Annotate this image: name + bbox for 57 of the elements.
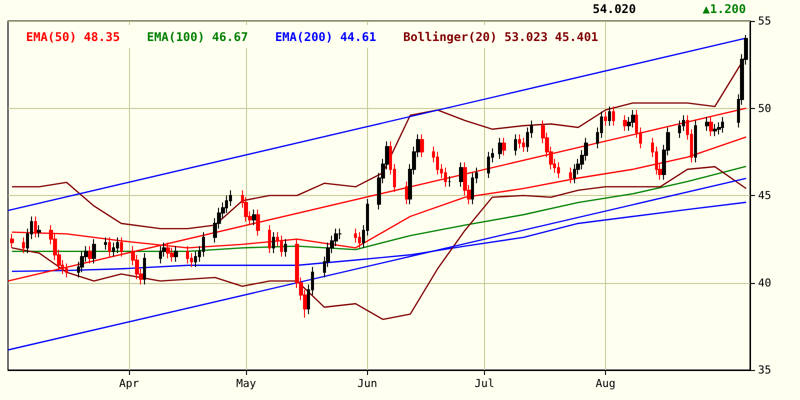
x-tick-label: Aug bbox=[596, 377, 616, 390]
candlestick bbox=[709, 116, 713, 137]
candlestick bbox=[608, 106, 611, 126]
candlestick bbox=[557, 162, 560, 179]
candlestick bbox=[612, 106, 615, 126]
candlestick bbox=[459, 162, 463, 188]
candlestick bbox=[252, 208, 256, 226]
candlestick bbox=[22, 236, 25, 254]
candlestick bbox=[721, 116, 724, 134]
candlestick bbox=[272, 232, 275, 254]
candlestick bbox=[487, 151, 490, 179]
candlestick bbox=[116, 236, 119, 254]
candlestick bbox=[514, 134, 517, 156]
text: Bollinger(20) 53.023 45.401 bbox=[403, 30, 598, 44]
candlestick bbox=[34, 216, 37, 238]
x-tick-label: Apr bbox=[119, 377, 140, 390]
candlestick bbox=[405, 181, 408, 205]
candlestick bbox=[604, 111, 607, 126]
candlestick bbox=[444, 167, 447, 188]
candlestick bbox=[143, 252, 146, 285]
candlestick bbox=[448, 176, 451, 188]
candlestick bbox=[502, 137, 506, 156]
candlestick bbox=[569, 167, 572, 184]
candlestick bbox=[623, 114, 627, 132]
candlestick bbox=[518, 134, 521, 149]
candlestick bbox=[498, 137, 502, 160]
text: EMA(100) 46.67 bbox=[146, 30, 248, 44]
text: EMA(200) 44.61 bbox=[275, 30, 376, 44]
candlestick bbox=[705, 116, 709, 132]
y-tick-label: 35 bbox=[758, 364, 772, 376]
candlestick bbox=[420, 134, 424, 158]
candlestick bbox=[65, 263, 68, 278]
y-tick-label: 50 bbox=[758, 102, 772, 115]
x-tick-label: May bbox=[236, 377, 257, 390]
line-series bbox=[11, 166, 747, 320]
y-tick-label: 40 bbox=[758, 276, 772, 290]
candlestick bbox=[284, 238, 287, 258]
line-series bbox=[11, 166, 747, 252]
candlestick bbox=[631, 109, 635, 128]
text: EMA(50) 48.35 bbox=[26, 30, 120, 44]
x-tick-label: Jul bbox=[474, 377, 494, 390]
candlestick bbox=[10, 233, 14, 248]
y-tick-label: 55 bbox=[758, 14, 772, 28]
candlestick bbox=[174, 246, 178, 262]
candlestick bbox=[522, 137, 525, 152]
candlestick bbox=[104, 236, 107, 250]
candlestick bbox=[92, 238, 96, 264]
candlestick bbox=[694, 120, 697, 163]
candlestick bbox=[256, 208, 260, 236]
candlestick bbox=[37, 224, 41, 238]
candlestick bbox=[159, 246, 162, 264]
candlestick bbox=[713, 123, 717, 137]
y-tick-label: 45 bbox=[758, 189, 772, 202]
text: ▲1.200 bbox=[702, 2, 746, 16]
text: 54.020 bbox=[592, 2, 636, 16]
candlestick bbox=[88, 246, 92, 264]
x-tick-label: Jun bbox=[357, 377, 378, 390]
